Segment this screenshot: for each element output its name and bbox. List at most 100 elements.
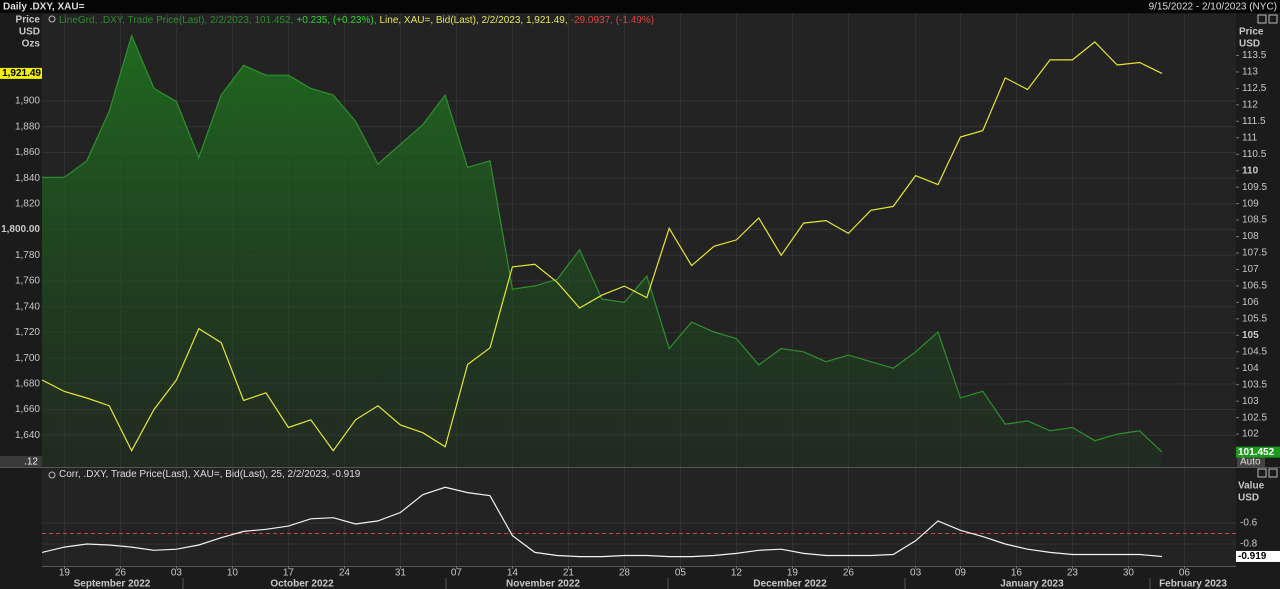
y2-tick-label: 106 — [1242, 297, 1259, 308]
legend-entry: Corr, .DXY, Trade Price(Last), XAU=, Bid… — [59, 469, 361, 480]
month-label: November 2022 — [506, 579, 580, 589]
x-tick-label: 19 — [59, 568, 71, 579]
month-label: January 2023 — [1000, 579, 1064, 589]
y2-tick-label: 103 — [1242, 396, 1259, 407]
cut-tag — [0, 456, 42, 467]
legend-entry: LineGrd, .DXY, Trade Price(Last), 2/2/20… — [59, 15, 293, 26]
x-tick-label: 23 — [1067, 568, 1079, 579]
month-label: February 2023 — [1159, 579, 1227, 589]
y-axis-label: Price — [16, 15, 41, 26]
panel-button[interactable] — [1257, 468, 1267, 478]
last-value-label: 1,921.49 — [2, 68, 41, 79]
last-value-tag — [1236, 550, 1280, 562]
last-value-tag — [0, 67, 42, 79]
month-separators — [182, 578, 1151, 589]
y-tick-label: 1,780 — [15, 250, 40, 261]
x-tick-label: 28 — [619, 568, 631, 579]
x-tick-label: 19 — [787, 568, 799, 579]
panel-button[interactable] — [1268, 14, 1278, 24]
y2-tick-label: 108.5 — [1242, 215, 1267, 226]
cut-label: .12 — [24, 457, 38, 468]
y2-tick-label: 107.5 — [1242, 248, 1267, 259]
date-range: 9/15/2022 - 2/10/2023 (NYC) — [1149, 2, 1277, 13]
x-tick-label: 12 — [731, 568, 743, 579]
y2-tick-label: 109.5 — [1242, 182, 1267, 193]
y2-tick-label: 102.5 — [1242, 412, 1267, 423]
y-tick-label: 1,800.00 — [1, 224, 40, 235]
month-label: October 2022 — [270, 579, 334, 589]
y-tick-label: 1,900 — [15, 96, 40, 107]
legend-entry: -29.0937, (-1.49%) — [571, 15, 654, 26]
y-tick-label: -0.8 — [1240, 539, 1258, 550]
month-label: September 2022 — [74, 579, 151, 589]
panel-button[interactable] — [1257, 14, 1267, 24]
legend-entry: +0.235, (+0.23%), — [296, 15, 376, 26]
x-tick-label: 14 — [507, 568, 519, 579]
x-tick-label: 16 — [1011, 568, 1023, 579]
y-tick-label: 1,760 — [15, 276, 40, 287]
y-axis-label: USD — [19, 27, 40, 38]
lower-plot-area — [42, 468, 1236, 566]
line — [41, 486, 1163, 558]
y-tick-label: 1,840 — [15, 173, 40, 184]
y-axis-label: Ozs — [22, 39, 41, 50]
y2-tick-label: 107 — [1242, 264, 1259, 275]
y-tick-label: 1,680 — [15, 378, 40, 389]
line — [42, 33, 1163, 453]
month-label: December 2022 — [753, 579, 827, 589]
last-value-tag — [1236, 446, 1280, 458]
x-tick-label: 03 — [910, 568, 922, 579]
y2-axis-label: USD — [1239, 39, 1260, 50]
y-tick-label: 1,640 — [15, 430, 40, 441]
x-tick-label: 26 — [843, 568, 855, 579]
y-tick-label: 1,700 — [15, 353, 40, 364]
x-tick-label: 26 — [115, 568, 127, 579]
x-tick-label: 17 — [283, 568, 295, 579]
line — [41, 41, 1163, 452]
y-tick-label: 1,720 — [15, 327, 40, 338]
x-tick-label: 05 — [675, 568, 687, 579]
y-tick-label: 1,880 — [15, 121, 40, 132]
legend-icon — [48, 15, 56, 23]
y-tick-label: 1,860 — [15, 147, 40, 158]
y2-tick-label: 104.5 — [1242, 346, 1267, 357]
legend-entry: Line, XAU=, Bid(Last), 2/2/2023, 1,921.4… — [379, 15, 567, 26]
title-bar — [0, 0, 1280, 13]
legend-icon — [48, 471, 56, 479]
y2-tick-label: 104 — [1242, 363, 1259, 374]
y-tick-label: -0.6 — [1240, 518, 1258, 529]
auto-button[interactable] — [1237, 457, 1265, 467]
y2-axis-label: Price — [1239, 27, 1264, 38]
y2-tick-label: 111 — [1242, 132, 1258, 143]
y-tick-label: 1,820 — [15, 199, 40, 210]
y-axis-label: Value — [1238, 481, 1265, 492]
x-tick-label: 30 — [1123, 568, 1135, 579]
x-tick-label: 21 — [563, 568, 575, 579]
y2-tick-label: 112 — [1242, 100, 1258, 111]
auto-label[interactable]: Auto — [1240, 457, 1261, 468]
x-tick-label: 03 — [171, 568, 183, 579]
y2-tick-label: 112.5 — [1242, 83, 1267, 94]
legend: LineGrd, .DXY, Trade Price(Last), 2/2/20… — [59, 15, 654, 26]
y2-tick-label: 102 — [1242, 429, 1259, 440]
y2-tick-label: 105.5 — [1242, 313, 1267, 324]
x-tick-label: 24 — [339, 568, 351, 579]
last-value-label: 101.452 — [1238, 447, 1275, 458]
y2-tick-label: 110 — [1242, 165, 1259, 176]
area — [42, 35, 1162, 467]
x-tick-label: 31 — [395, 568, 407, 579]
panel-button[interactable] — [1268, 468, 1278, 478]
legend: Corr, .DXY, Trade Price(Last), XAU=, Bid… — [59, 469, 361, 480]
y2-tick-label: 105 — [1242, 330, 1259, 341]
y2-tick-label: 110.5 — [1242, 149, 1267, 160]
y2-tick-label: 113.5 — [1242, 50, 1267, 61]
y2-tick-label: 113 — [1242, 67, 1258, 78]
y2-tick-label: 111.5 — [1242, 116, 1266, 127]
y-tick-label: 1,740 — [15, 301, 40, 312]
y2-tick-label: 108 — [1242, 231, 1259, 242]
last-value-label: -0.919 — [1238, 551, 1267, 562]
y2-tick-label: 106.5 — [1242, 281, 1267, 292]
x-tick-label: 07 — [451, 568, 463, 579]
